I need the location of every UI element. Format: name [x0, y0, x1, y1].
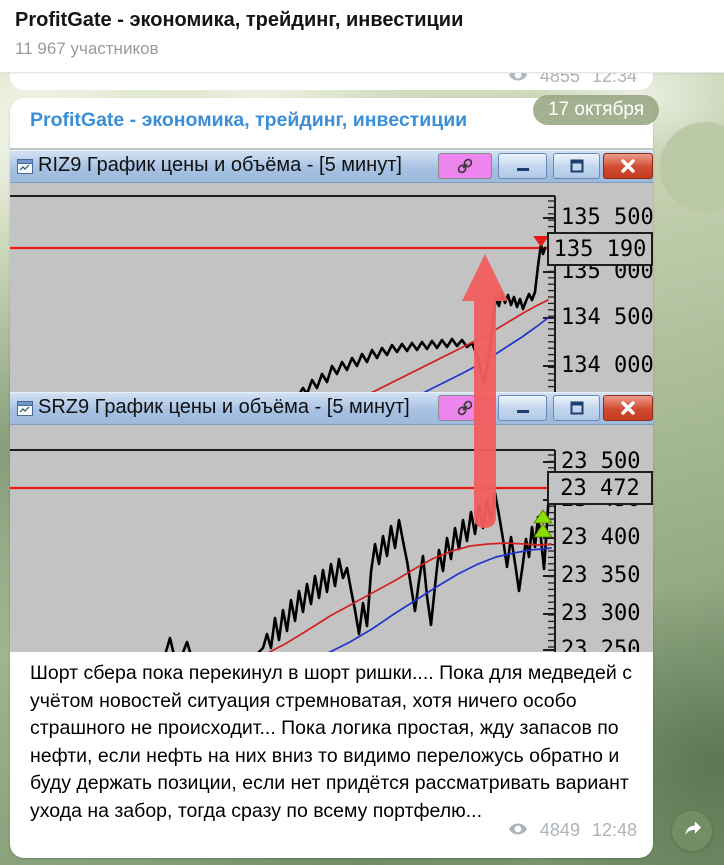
price-axis-label: 23 250	[561, 637, 641, 652]
window-title: RIZ9 График цены и объёма - [5 минут]	[38, 154, 402, 176]
price-axis-label: 23 300	[561, 601, 641, 626]
current-price-box-riz9: 135 190	[547, 232, 653, 266]
channel-header[interactable]: ProfitGate - экономика, трейдинг, инвест…	[0, 0, 724, 73]
close-icon	[603, 153, 653, 179]
maximize-icon	[553, 395, 600, 421]
date-badge[interactable]: 17 октября	[533, 95, 660, 125]
eye-icon	[508, 820, 528, 841]
window-title: SRZ9 График цены и объёма - [5 минут]	[38, 396, 410, 418]
window-icon	[17, 401, 33, 421]
share-forward-icon	[679, 816, 705, 847]
link-chain-icon	[438, 395, 492, 421]
share-button[interactable]	[672, 811, 712, 851]
message-meta: 4849 12:48	[508, 820, 637, 841]
window-titlebar-riz9: RIZ9 График цены и объёма - [5 минут]	[10, 150, 653, 183]
window-icon	[17, 159, 33, 179]
price-axis-label: 134 000	[561, 353, 653, 378]
message-views: 4849	[539, 820, 580, 840]
price-axis-label: 135 500	[561, 205, 653, 230]
current-price-box-srz9: 23 472	[547, 471, 653, 505]
channel-title: ProfitGate - экономика, трейдинг, инвест…	[15, 9, 464, 31]
attached-screenshot[interactable]: RIZ9 График цены и объёма - [5 минут]	[10, 148, 653, 652]
minimize-icon	[498, 395, 547, 421]
prev-message-time: 12:34	[591, 73, 637, 86]
price-axis-label: 23 350	[561, 563, 641, 588]
previous-message-fragment: 4855 12:34	[10, 73, 653, 90]
eye-icon	[508, 73, 528, 87]
message-channel-name[interactable]: ProfitGate - экономика, трейдинг, инвест…	[30, 109, 468, 131]
price-axis-label: 23 400	[561, 525, 641, 550]
price-axis-label: 23 500	[561, 449, 641, 474]
link-chain-icon	[438, 153, 492, 179]
message-text: Шорт сбера пока перекинул в шорт ришки..…	[30, 662, 632, 822]
close-icon	[603, 395, 653, 421]
price-axis-label: 134 500	[561, 305, 653, 330]
message-time: 12:48	[591, 820, 637, 840]
window-titlebar-srz9: SRZ9 График цены и объёма - [5 минут]	[10, 392, 653, 425]
minimize-icon	[498, 153, 547, 179]
prev-message-views: 4855	[539, 73, 580, 86]
message-bubble: ProfitGate - экономика, трейдинг, инвест…	[10, 98, 653, 858]
channel-members-count: 11 967 участников	[15, 39, 159, 58]
maximize-icon	[553, 153, 600, 179]
